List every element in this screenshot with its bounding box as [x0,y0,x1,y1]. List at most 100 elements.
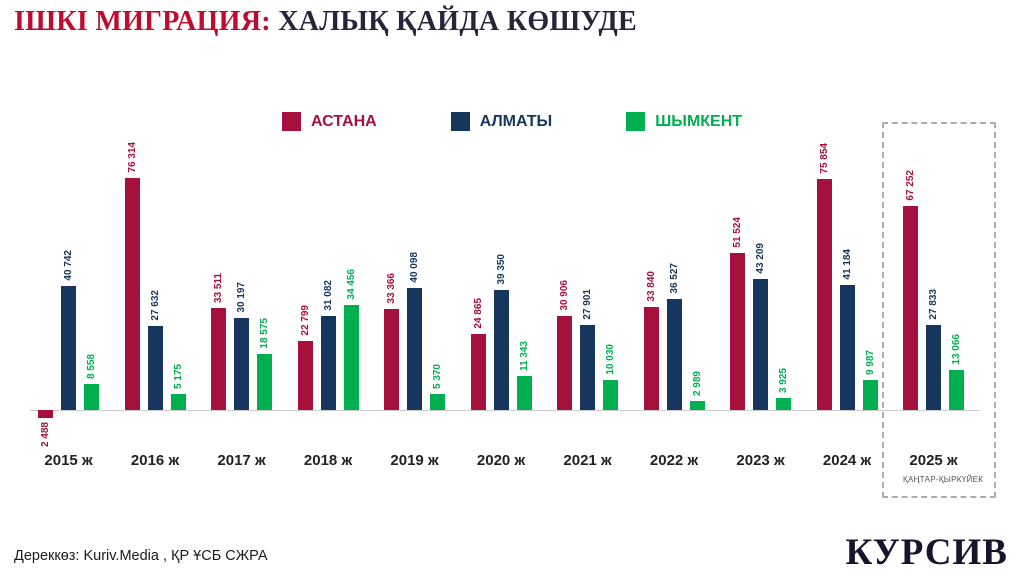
value-label-shymkent: 34 456 [345,269,357,300]
x-axis-labels: 2015 ж 2016 ж 2017 ж 2018 ж 2019 ж 2020 ж 2021… [38,452,983,484]
bar-group-2018: 22 799 31 082 34 456 [297,140,359,445]
bar-astana [124,178,140,410]
bar-astana [816,179,832,410]
value-label-almaty: 39 350 [495,254,507,285]
page-title-rest: ХАЛЫҚ ҚАЙДА КӨШУДЕ [270,6,637,37]
bar-shymkent [170,394,186,410]
legend-item-almaty: АЛМАТЫ [450,112,553,131]
bar-shymkent [343,305,359,410]
value-label-shymkent: 18 575 [259,318,270,349]
year-label: 2021 ж [563,452,612,469]
value-label-shymkent: 3 925 [778,367,789,393]
x-axis-label: 2015 ж [38,452,99,484]
year-label: 2022 ж [649,452,699,469]
value-label-astana: 75 854 [818,143,830,174]
x-axis-line [30,410,980,411]
value-label-shymkent: 11 343 [518,340,530,371]
value-label-almaty: 27 901 [582,289,593,320]
value-label-shymkent: 5 175 [172,363,184,389]
bar-group-2024: 75 854 41 184 9 987 [816,140,878,445]
value-label-shymkent: 8 558 [86,353,97,379]
bar-almaty [234,318,249,410]
bar-almaty [926,325,941,410]
x-axis-label: 2019 ж [384,452,445,484]
value-label-almaty: 40 098 [409,252,420,283]
bar-group-2017: 33 511 30 197 18 575 [211,140,272,445]
legend-label-almaty: АЛМАТЫ [479,112,553,130]
year-label: 2015 ж [44,452,93,469]
value-label-astana: 2 488 [40,422,51,448]
bar-almaty [61,286,76,410]
bar-group-2025: 67 252 27 833 13 066 [903,140,964,445]
x-axis-label: 2023 ж [730,452,791,484]
bar-almaty [320,316,336,410]
x-axis-label: 2017 ж [211,452,272,484]
year-label: 2019 ж [390,452,439,469]
value-label-astana: 33 511 [213,272,224,303]
x-axis-label: 2016 ж [125,452,186,484]
legend-label-shymkent: ШЫМКЕНТ [655,112,743,130]
value-label-astana: 22 799 [299,305,311,336]
value-label-almaty: 40 742 [63,250,74,281]
source-text: Дереккөз: Kuriv.Media , ҚР ҰСБ СЖРА [14,548,268,564]
value-label-astana: 33 366 [386,273,397,304]
bar-almaty [839,285,855,410]
bar-shymkent [430,394,445,410]
value-label-almaty: 27 833 [928,289,939,320]
bar-shymkent [949,370,964,410]
legend-swatch-shymkent [626,112,646,131]
bar-chart: 2 488 40 742 8 558 76 314 27 632 5 175 33 511 3… [0,122,1024,505]
bar-shymkent [603,380,618,410]
value-label-shymkent: 9 987 [864,349,876,375]
kursiv-logo: КУРСИВ [845,532,1008,573]
value-label-almaty: 43 209 [755,243,766,274]
year-label: 2016 ж [130,452,180,469]
page-title: ІШКІ МИГРАЦИЯ: ХАЛЫҚ ҚАЙДА КӨШУДЕ [14,6,637,38]
bar-shymkent [257,354,272,410]
legend: АСТАНА АЛМАТЫ ШЫМКЕНТ [0,112,1024,131]
bar-group-2015: 2 488 40 742 8 558 [38,140,99,448]
year-label: 2023 ж [736,452,785,469]
bar-almaty [580,325,595,410]
bar-group-2021: 30 906 27 901 10 030 [557,140,618,445]
bar-almaty [147,326,163,410]
legend-label-astana: АСТАНА [310,112,377,130]
year-label: 2025 ж [909,452,958,469]
value-label-astana: 51 524 [732,217,743,248]
bar-astana [211,308,226,410]
x-axis-label: 2018 ж [298,452,359,484]
value-label-shymkent: 2 989 [691,370,703,396]
value-label-shymkent: 10 030 [605,344,616,375]
bar-groups: 2 488 40 742 8 558 76 314 27 632 5 175 33 511 3… [38,140,964,448]
value-label-almaty: 36 527 [668,263,680,294]
bar-astana [730,253,745,410]
value-label-shymkent: 13 066 [951,334,962,365]
bar-shymkent [516,376,532,410]
value-label-astana: 30 906 [559,280,570,311]
bar-astana [903,206,918,410]
plot-area: 2 488 40 742 8 558 76 314 27 632 5 175 33 511 3… [30,140,980,448]
year-label: 2024 ж [822,452,872,469]
bar-astana [297,341,313,410]
bar-almaty [407,288,422,410]
bar-astana [643,307,659,410]
bar-group-2022: 33 840 36 527 2 989 [643,140,705,445]
legend-item-astana: АСТАНА [281,112,377,131]
bar-shymkent [689,401,705,410]
bar-shymkent [84,384,99,410]
value-label-astana: 67 252 [905,170,916,201]
value-label-almaty: 30 197 [236,282,247,313]
year-label: 2018 ж [303,452,353,469]
value-label-shymkent: 5 370 [432,363,443,389]
bar-astana [470,334,486,410]
value-label-astana: 76 314 [126,142,138,173]
bar-astana [38,410,53,418]
x-axis-label: 2021 ж [557,452,618,484]
bar-group-2016: 76 314 27 632 5 175 [124,140,186,445]
bar-astana [557,316,572,410]
x-axis-label: 2024 ж [817,452,878,484]
bar-group-2019: 33 366 40 098 5 370 [384,140,445,445]
bar-group-2020: 24 865 39 350 11 343 [470,140,532,445]
x-axis-label: 2025 ж ҚАҢТАР-ҚЫРКҮЙЕК [903,452,983,484]
value-label-astana: 33 840 [645,271,657,302]
